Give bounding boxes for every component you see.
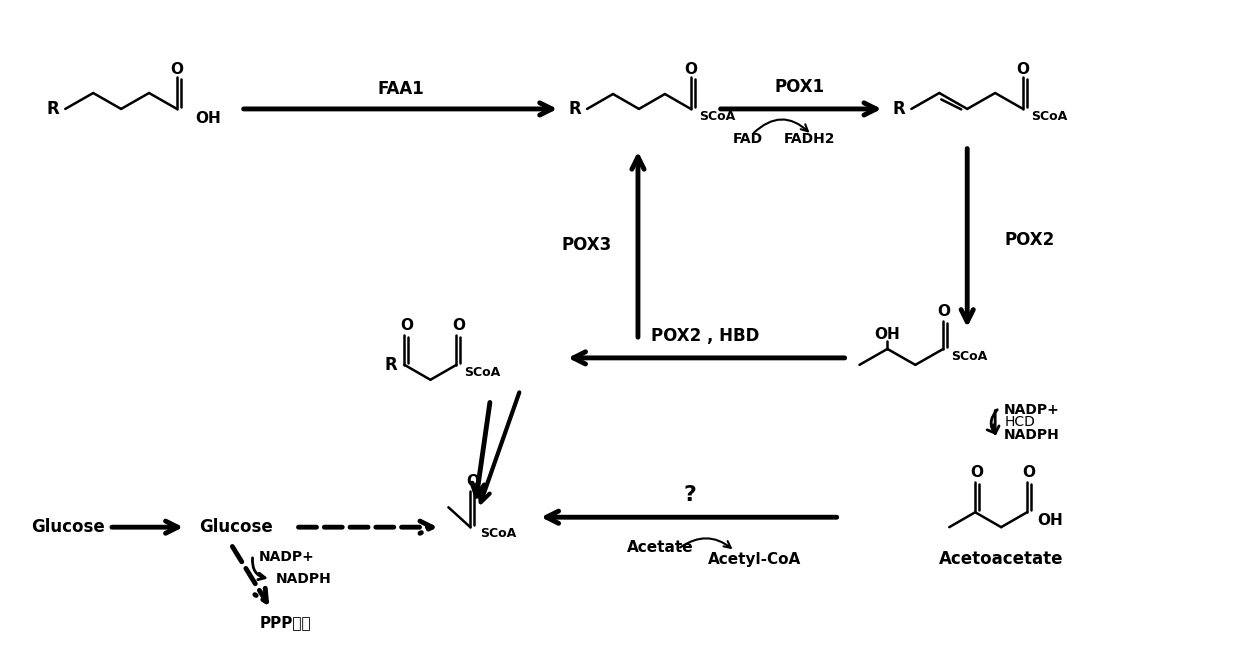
Text: R: R: [384, 356, 397, 374]
Text: SCoA: SCoA: [699, 110, 735, 124]
Text: OH: OH: [195, 112, 221, 126]
Text: SCoA: SCoA: [951, 351, 987, 363]
Text: O: O: [684, 62, 697, 76]
Text: Glucose: Glucose: [31, 518, 105, 537]
Text: R: R: [47, 100, 60, 118]
Text: R: R: [893, 100, 905, 118]
Text: Glucose: Glucose: [198, 518, 273, 537]
Text: R: R: [569, 100, 582, 118]
Text: SCoA: SCoA: [464, 367, 501, 379]
Text: ?: ?: [683, 485, 697, 505]
FancyArrowPatch shape: [680, 539, 730, 548]
Text: PPP途径: PPP途径: [260, 616, 311, 630]
Text: FAD: FAD: [733, 132, 763, 146]
Text: Acetyl-CoA: Acetyl-CoA: [708, 552, 801, 566]
Text: POX2: POX2: [1004, 231, 1054, 250]
Text: O: O: [451, 317, 465, 333]
Text: POX1: POX1: [775, 78, 825, 96]
Text: O: O: [1023, 465, 1035, 480]
Text: O: O: [1017, 62, 1029, 76]
Text: NADP+: NADP+: [1004, 402, 1060, 417]
Text: O: O: [401, 317, 413, 333]
Text: FAA1: FAA1: [377, 80, 424, 98]
Text: SCoA: SCoA: [480, 527, 517, 540]
Text: OH: OH: [1037, 513, 1063, 528]
Text: Acetoacetate: Acetoacetate: [939, 550, 1064, 568]
Text: FADH2: FADH2: [784, 132, 836, 146]
Text: O: O: [936, 303, 950, 319]
Text: HCD: HCD: [1004, 414, 1035, 429]
FancyArrowPatch shape: [987, 410, 997, 433]
Text: NADPH: NADPH: [275, 572, 331, 586]
Text: POX3: POX3: [562, 236, 613, 254]
Text: NADPH: NADPH: [1004, 428, 1060, 442]
FancyArrowPatch shape: [253, 558, 265, 580]
Text: SCoA: SCoA: [1032, 110, 1068, 124]
Text: O: O: [466, 474, 479, 489]
Text: OH: OH: [874, 327, 900, 343]
Text: NADP+: NADP+: [259, 550, 315, 564]
FancyArrowPatch shape: [754, 120, 808, 133]
Text: O: O: [170, 62, 184, 76]
Text: POX2 , HBD: POX2 , HBD: [651, 327, 759, 345]
Text: O: O: [971, 465, 983, 480]
Text: Acetate: Acetate: [626, 540, 693, 554]
